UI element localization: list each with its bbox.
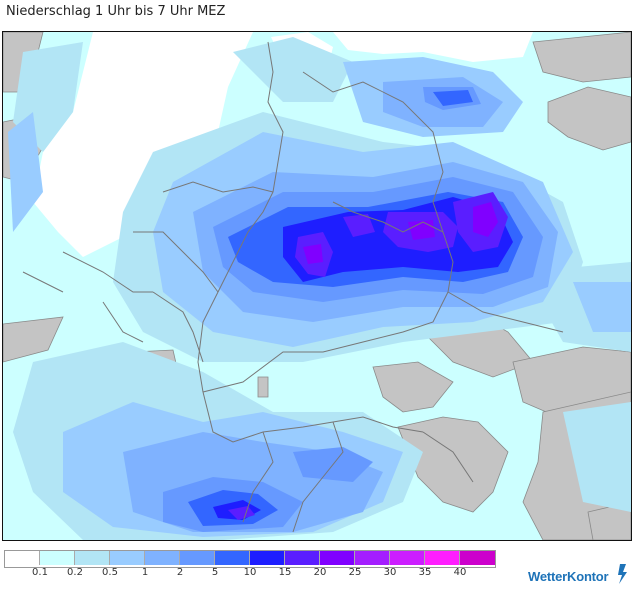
legend-label: 30	[383, 567, 397, 578]
legend-label: 20	[313, 567, 327, 578]
legend-swatch	[460, 551, 495, 565]
logo-mark-icon	[618, 564, 627, 584]
legend-label: 0.5	[102, 567, 118, 578]
legend-swatch	[320, 551, 355, 565]
legend-swatch	[390, 551, 425, 565]
legend-color-bar	[4, 550, 496, 568]
legend-swatch	[5, 551, 40, 565]
legend-swatch	[250, 551, 285, 565]
legend-swatch	[75, 551, 110, 565]
legend-label: 15	[278, 567, 292, 578]
legend-label: 1	[141, 567, 149, 578]
legend-label: 0.2	[67, 567, 83, 578]
legend-swatch	[285, 551, 320, 565]
legend-label: 10	[243, 567, 257, 578]
legend-swatch	[215, 551, 250, 565]
map-title: Niederschlag 1 Uhr bis 7 Uhr MEZ	[6, 4, 226, 19]
precipitation-map	[2, 31, 632, 541]
legend-swatch	[425, 551, 460, 565]
legend-swatch	[145, 551, 180, 565]
legend-label: 0.1	[32, 567, 48, 578]
legend-label: 5	[211, 567, 219, 578]
wetterkontor-logo: WetterKontor	[528, 569, 609, 584]
legend-swatch	[110, 551, 145, 565]
legend-label: 35	[418, 567, 432, 578]
legend-swatch	[180, 551, 215, 565]
legend-labels: 0.1 0.2 0.5 1 2 5 10 15 20 25 30 35 40	[4, 567, 504, 581]
legend-label: 40	[453, 567, 467, 578]
legend-label: 2	[176, 567, 184, 578]
country-borders	[22, 41, 564, 533]
legend-label: 25	[348, 567, 362, 578]
legend-swatch	[355, 551, 390, 565]
legend-swatch	[40, 551, 75, 565]
